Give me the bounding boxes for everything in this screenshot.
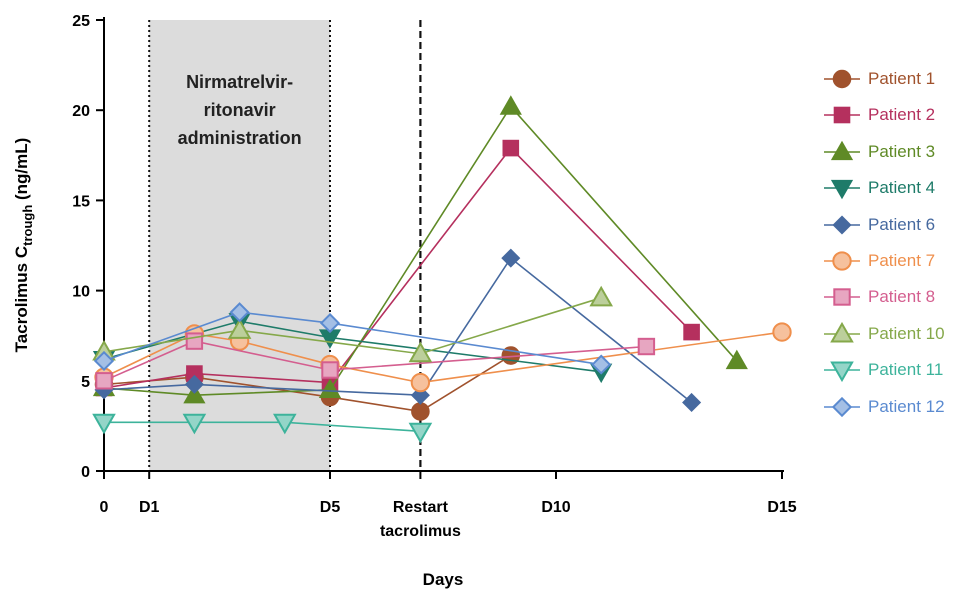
legend-swatch-marker: [830, 140, 854, 160]
x-tick-label: Restart: [393, 499, 449, 516]
x-tick-label: D15: [767, 499, 796, 516]
y-axis-label: Tacrolimus Ctrough (ng/mL): [12, 138, 35, 353]
y-tick-label: 20: [72, 103, 90, 120]
data-point-patient-6: [682, 392, 702, 412]
data-point-patient-7: [410, 372, 431, 393]
series-line-patient-12: [103, 311, 602, 366]
data-point-patient-3: [183, 383, 206, 404]
series-line-patient-10: [103, 297, 602, 355]
shaded-region-label: ritonavir: [204, 100, 276, 120]
shaded-region-label: Nirmatrelvir-: [186, 72, 293, 92]
x-tick-label: D5: [320, 499, 341, 516]
data-point-patient-12: [229, 302, 250, 323]
data-point-patient-10: [227, 318, 252, 339]
legend-label: Patient 6: [868, 214, 936, 234]
legend-swatch-patient-2: [824, 107, 860, 124]
data-point-patient-12: [93, 350, 115, 372]
data-point-patient-8: [185, 332, 204, 350]
data-point-patient-10: [408, 341, 433, 363]
legend-item-patient-11: Patient 11: [822, 358, 944, 383]
series-line-patient-7: [103, 331, 783, 384]
legend-swatch-marker: [830, 321, 854, 343]
legend-label: Patient 3: [868, 141, 936, 161]
data-point-patient-6: [501, 248, 521, 268]
legend-item-patient-8: Patient 8: [822, 285, 935, 309]
series-patient-8: [95, 332, 656, 390]
series-line-patient-4: [103, 320, 602, 373]
y-tick-label: 25: [72, 13, 90, 30]
y-tick-label: 10: [72, 284, 90, 301]
legend-swatch-marker: [833, 107, 851, 124]
x-tick-label: 0: [100, 499, 109, 516]
legend-label: Patient 7: [868, 251, 936, 270]
data-point-patient-2: [502, 139, 520, 157]
series-line-patient-8: [103, 340, 647, 382]
data-point-patient-11: [408, 422, 433, 444]
legend-swatch-patient-6: [824, 215, 860, 235]
data-point-patient-8: [637, 337, 656, 356]
data-point-patient-11: [92, 413, 116, 435]
legend-label: Patient 12: [868, 396, 945, 416]
legend-swatch-patient-12: [824, 396, 860, 417]
data-point-patient-3: [725, 349, 748, 370]
y-tick-label: 0: [81, 464, 90, 481]
legend-label: Patient 4: [868, 178, 936, 198]
data-point-patient-12: [591, 354, 612, 375]
legend-label: Patient 11: [868, 360, 944, 380]
data-point-patient-7: [772, 322, 792, 342]
series-patient-11: [92, 413, 433, 444]
legend-label: Patient 1: [868, 69, 936, 88]
series-line-patient-11: [104, 421, 421, 433]
legend-item-patient-3: Patient 3: [822, 140, 935, 164]
legend-item-patient-7: Patient 7: [822, 249, 935, 273]
data-point-patient-3: [499, 95, 522, 115]
legend-item-patient-1: Patient 1: [822, 67, 935, 91]
legend-item-patient-6: Patient 6: [822, 213, 935, 237]
series-patient-12: [93, 302, 612, 375]
data-point-patient-2: [683, 323, 700, 341]
x-axis-label: Days: [423, 570, 464, 589]
series-patient-10: [92, 285, 614, 363]
legend-swatch-patient-3: [824, 140, 860, 160]
legend-swatch-marker: [832, 215, 852, 235]
legend-item-patient-2: Patient 2: [822, 103, 935, 127]
legend-swatch-patient-10: [824, 321, 860, 343]
legend-swatch-patient-7: [824, 251, 860, 271]
legend-item-patient-10: Patient 10: [822, 321, 945, 346]
legend-item-patient-12: Patient 12: [822, 395, 945, 419]
x-tick-label: D1: [139, 499, 160, 516]
x-tick-label: D10: [541, 499, 570, 516]
legend-item-patient-4: Patient 4: [822, 176, 935, 200]
data-point-patient-11: [182, 413, 207, 435]
data-point-patient-8: [95, 372, 113, 390]
data-point-patient-3: [318, 378, 342, 398]
y-tick-label: 5: [81, 374, 90, 391]
data-point-patient-11: [272, 413, 297, 435]
data-point-patient-6: [184, 374, 204, 394]
legend-swatch-patient-8: [824, 288, 860, 307]
y-tick-label: 15: [72, 193, 90, 210]
data-point-patient-1: [411, 402, 430, 421]
legend-swatch-marker: [831, 396, 853, 417]
data-point-patient-10: [589, 285, 614, 307]
legend-swatch-patient-1: [824, 69, 860, 89]
x-tick-label: tacrolimus: [380, 523, 461, 540]
legend-label: Patient 2: [868, 105, 936, 125]
legend-swatch-marker: [833, 288, 851, 307]
legend-swatch-marker: [832, 69, 852, 89]
data-point-patient-12: [319, 312, 341, 334]
legend-swatch-marker: [830, 361, 854, 383]
legend-label: Patient 10: [868, 323, 945, 343]
legend-swatch-patient-4: [824, 180, 860, 200]
shaded-region-label: administration: [178, 128, 302, 148]
legend-swatch-marker: [832, 251, 852, 271]
legend-label: Patient 8: [868, 287, 936, 307]
legend-swatch-patient-11: [824, 361, 860, 383]
shaded-region: [149, 20, 330, 471]
legend-swatch-marker: [830, 180, 854, 200]
data-point-patient-8: [321, 361, 339, 379]
